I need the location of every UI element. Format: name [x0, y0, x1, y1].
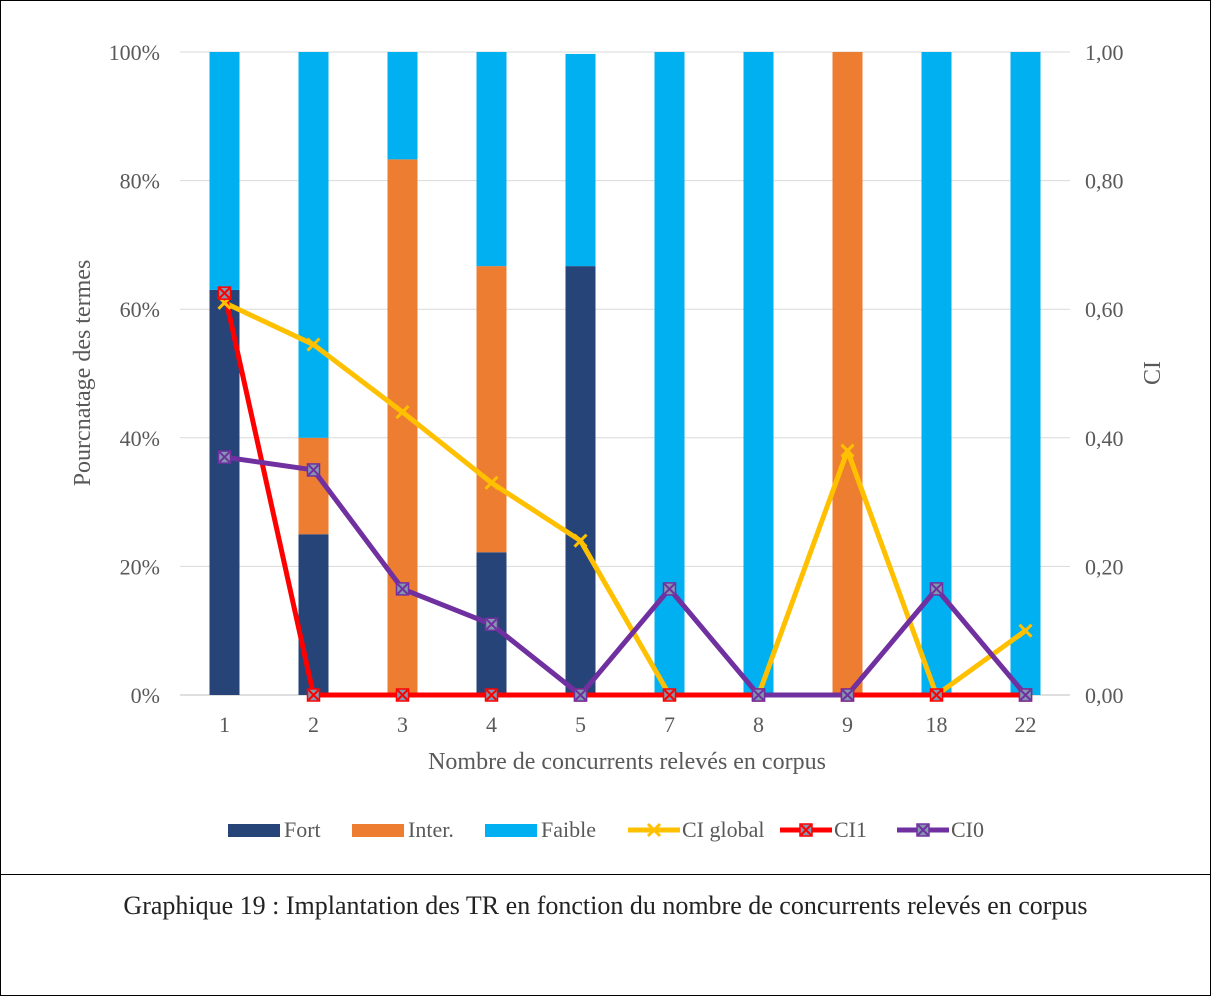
marker-ci1 [395, 688, 410, 702]
y2-axis-ticks: 0,00 0,20 0,40 0,60 0,80 1,00 [1085, 40, 1124, 708]
stacked-bar-line-chart: 0% 20% 40% 60% 80% 100% 0,00 0,20 0,40 0,60 0,80 1… [70, 40, 1166, 842]
legend-item-ci0: CI0 [897, 817, 984, 842]
figure-caption: Graphique 19 : Implantation des TR en fo… [123, 891, 1088, 920]
y-tick-label: 80% [120, 169, 160, 194]
marker-ci1 [929, 688, 944, 702]
series-lines [222, 292, 1028, 698]
marker-ci0 [929, 582, 944, 596]
line-ci0 [224, 454, 1028, 698]
marker-ci0 [306, 463, 321, 477]
x-tick-label: 2 [308, 712, 319, 737]
marker-ci0 [662, 582, 677, 596]
marker-ci1 [306, 688, 321, 702]
legend-label: Fort [284, 817, 321, 842]
bar-faible [476, 52, 507, 267]
x-tick-label: 8 [753, 712, 764, 737]
marker-ci-global [484, 475, 499, 490]
legend-item-ci1: CI1 [780, 817, 867, 842]
line-ci-global [223, 300, 1027, 698]
bar-faible [298, 52, 329, 438]
y-axis-ticks: 0% 20% 40% 60% 80% 100% [109, 40, 160, 708]
bar-faible [387, 52, 418, 160]
x-tick-label: 18 [926, 712, 948, 737]
marker-ci-global [395, 405, 410, 420]
legend-label: CI0 [951, 817, 984, 842]
legend-label: Inter. [408, 817, 454, 842]
x-tick-label: 1 [219, 712, 230, 737]
legend-item-faible: Faible [485, 817, 596, 842]
marker-ci-global [1018, 623, 1033, 638]
marker-ci-global [840, 443, 855, 458]
y-tick-label: 100% [109, 40, 160, 65]
x-tick-label: 7 [664, 712, 675, 737]
bar-faible [209, 52, 240, 290]
legend-label: Faible [541, 817, 596, 842]
legend-label: CI1 [834, 817, 867, 842]
marker-ci0 [1018, 688, 1033, 702]
legend-label: CI global [682, 817, 765, 842]
series-markers [217, 286, 1033, 703]
marker-ci-global [573, 533, 588, 548]
marker-ci1 [484, 688, 499, 702]
bars [209, 52, 1041, 696]
marker-ci-global [306, 337, 321, 352]
legend-item-fort: Fort [228, 817, 321, 842]
x-axis-ticks: 1 2 3 4 5 7 8 9 18 22 [219, 712, 1037, 737]
y-tick-label: 40% [120, 426, 160, 451]
y2-tick-label: 0,40 [1085, 426, 1124, 451]
y2-tick-label: 0,60 [1085, 297, 1124, 322]
y2-axis-label: CI [1140, 361, 1166, 385]
x-axis-label: Nombre de concurrents relevés en corpus [428, 749, 826, 775]
caption-divider [0, 874, 1211, 875]
bar-inter [476, 266, 507, 553]
y-axis-label: Pourcnatage des termes [70, 260, 96, 487]
y2-tick-label: 0,00 [1085, 683, 1124, 708]
legend-item-ci-global: CI global [628, 817, 765, 842]
marker-ci0 [484, 617, 499, 632]
x-tick-label: 4 [486, 712, 497, 737]
legend-item-inter: Inter. [352, 817, 454, 842]
y-tick-label: 60% [120, 297, 160, 322]
legend: Fort Inter. Faible CI global CI1 CI0 [228, 817, 984, 842]
marker-ci0 [840, 688, 855, 702]
bar-faible [1010, 52, 1041, 695]
y2-tick-label: 0,20 [1085, 554, 1124, 579]
x-tick-label: 3 [397, 712, 408, 737]
marker-ci0 [217, 450, 232, 464]
y2-tick-label: 1,00 [1085, 40, 1124, 65]
bar-inter [832, 52, 863, 695]
marker-ci0 [395, 582, 410, 596]
x-tick-label: 9 [842, 712, 853, 737]
bar-fort [565, 266, 596, 695]
bar-inter [387, 159, 418, 696]
line-ci1 [222, 292, 1026, 698]
bar-fort [209, 289, 240, 695]
y-tick-label: 0% [131, 683, 160, 708]
marker-ci0 [573, 688, 588, 702]
y-tick-label: 20% [120, 554, 160, 579]
bar-faible [743, 52, 774, 695]
x-tick-label: 5 [575, 712, 586, 737]
bar-fort [298, 534, 329, 695]
marker-ci0 [751, 688, 766, 702]
marker-ci1 [217, 286, 232, 300]
bar-faible [565, 53, 596, 267]
x-tick-label: 22 [1015, 712, 1037, 737]
y2-tick-label: 0,80 [1085, 169, 1124, 194]
marker-ci1 [662, 688, 677, 702]
